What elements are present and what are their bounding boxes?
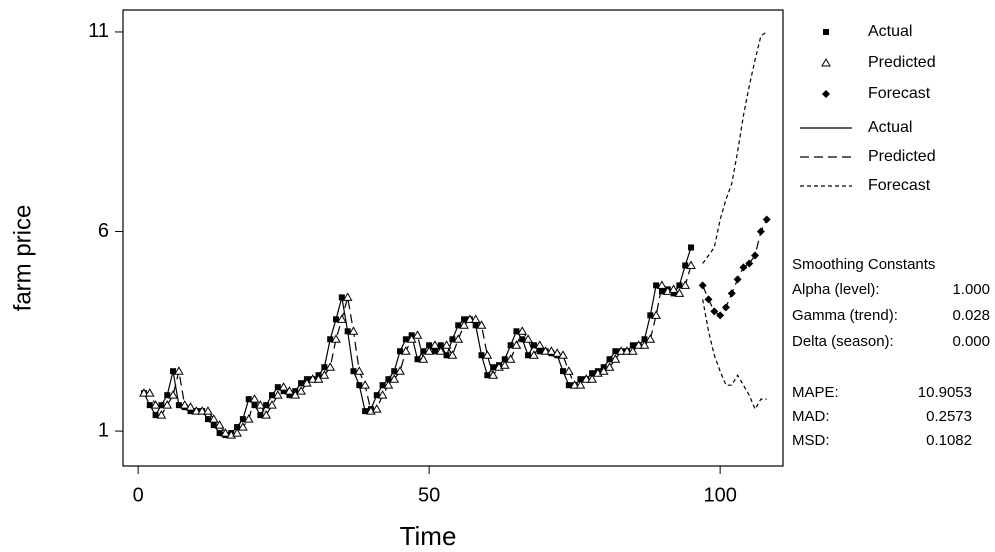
point (251, 395, 259, 402)
plot-frame (123, 10, 783, 466)
legend-symbol (822, 90, 830, 98)
stats-value: 0.000 (952, 333, 990, 350)
point (512, 341, 520, 348)
point (402, 347, 410, 354)
point (728, 289, 736, 297)
point (699, 281, 707, 289)
stats-title: Smoothing Constants (792, 256, 935, 273)
point (175, 367, 183, 374)
point (419, 355, 427, 362)
legend-symbol (822, 59, 830, 66)
x-tick-label: 50 (418, 484, 440, 506)
point (274, 391, 282, 398)
point (710, 307, 718, 315)
legend-label: Forecast (868, 177, 931, 194)
legend-label: Actual (868, 119, 912, 136)
series-line (144, 265, 691, 435)
point (280, 383, 288, 390)
point (448, 351, 456, 358)
point (361, 381, 369, 388)
point (169, 391, 177, 398)
legend-label: Actual (868, 23, 912, 40)
series-line (703, 220, 767, 316)
stats-label: Alpha (level): (792, 281, 880, 298)
point (524, 335, 532, 342)
point (355, 367, 363, 374)
point (687, 261, 695, 268)
point (536, 341, 544, 348)
point (454, 335, 462, 342)
stats-value: 0.2573 (926, 408, 972, 425)
point (413, 331, 421, 338)
point (734, 275, 742, 283)
point (326, 363, 334, 370)
legend-label: Predicted (868, 54, 936, 71)
point (763, 216, 771, 224)
stats-value: 1.000 (952, 281, 990, 298)
y-tick-label: 11 (88, 20, 109, 42)
legend-symbol (823, 29, 829, 35)
legend-label: Forecast (868, 85, 931, 102)
stats-value: 0.1082 (926, 432, 972, 449)
y-tick-label: 1 (98, 419, 109, 441)
point (722, 303, 730, 311)
point (518, 327, 526, 334)
point (565, 367, 573, 374)
y-tick-label: 6 (98, 220, 109, 242)
point (757, 228, 765, 236)
point (658, 281, 666, 288)
stats-label: Delta (season): (792, 333, 894, 350)
lower-bound-line (703, 299, 767, 409)
point (705, 295, 713, 303)
stats-label: MAD: (792, 408, 830, 425)
point (688, 244, 694, 250)
y-axis-title: farm price (9, 205, 36, 312)
point (530, 351, 538, 358)
x-tick-label: 0 (133, 484, 144, 506)
point (379, 391, 387, 398)
series-line (144, 247, 691, 435)
point (507, 355, 515, 362)
stats-label: MSD: (792, 432, 830, 449)
point (472, 315, 480, 322)
stats-label: MAPE: (792, 384, 839, 401)
upper-bound-line (703, 32, 767, 263)
stats-value: 10.9053 (918, 384, 972, 401)
point (152, 401, 160, 408)
stats-value: 0.028 (952, 307, 990, 324)
point (646, 335, 654, 342)
point (268, 401, 276, 408)
point (483, 351, 491, 358)
point (751, 251, 759, 259)
point (245, 415, 253, 422)
legend-label: Predicted (868, 148, 936, 165)
point (431, 341, 439, 348)
x-tick-label: 100 (703, 484, 736, 506)
point (652, 311, 660, 318)
point (373, 405, 381, 412)
point (157, 411, 165, 418)
point (163, 401, 171, 408)
point (396, 367, 404, 374)
point (681, 281, 689, 288)
point (716, 311, 724, 319)
point (332, 335, 340, 342)
chart: farm price Time 1 6 11 0 50 100 Actual Predicte… (0, 0, 995, 552)
point (443, 341, 451, 348)
point (745, 259, 753, 267)
point (349, 327, 357, 334)
x-axis-title: Time (400, 521, 457, 551)
stats-label: Gamma (trend): (792, 307, 898, 324)
point (344, 293, 352, 300)
point (739, 263, 747, 271)
point (262, 411, 270, 418)
